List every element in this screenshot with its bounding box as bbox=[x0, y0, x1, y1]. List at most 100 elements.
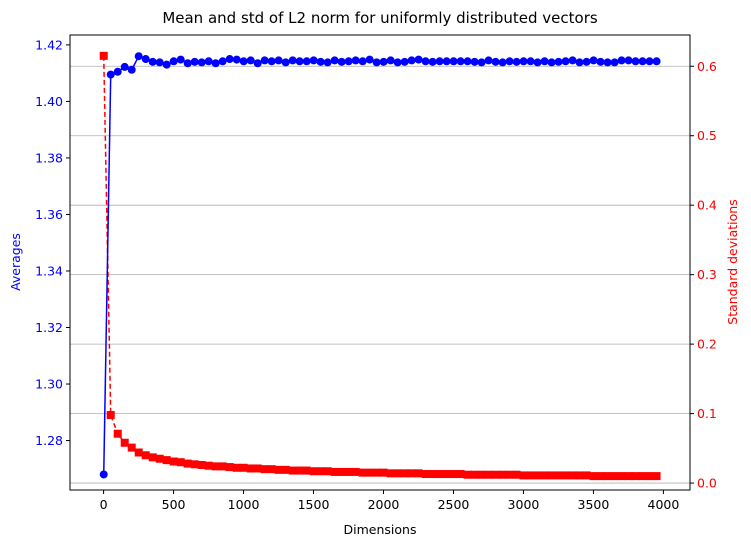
std-point bbox=[106, 410, 115, 419]
x-tick-label: 2000 bbox=[368, 497, 400, 512]
mean-point bbox=[617, 56, 626, 65]
mean-point bbox=[512, 57, 521, 66]
mean-point bbox=[379, 57, 388, 66]
mean-point bbox=[323, 58, 332, 67]
right-axis-ticks: 0.0 0.1 0.2 0.3 0.4 0.5 0.6 bbox=[690, 59, 717, 491]
std-point bbox=[253, 464, 262, 473]
std-point bbox=[477, 470, 486, 479]
mean-point bbox=[197, 58, 206, 67]
std-point bbox=[582, 471, 591, 480]
mean-point bbox=[372, 58, 381, 67]
mean-point bbox=[421, 57, 430, 66]
mean-point bbox=[428, 57, 437, 66]
mean-point bbox=[547, 58, 556, 67]
std-point bbox=[400, 469, 409, 478]
std-point bbox=[624, 472, 633, 481]
std-point bbox=[393, 469, 402, 478]
mean-point bbox=[484, 56, 493, 65]
mean-point bbox=[211, 59, 220, 68]
std-point bbox=[414, 469, 423, 478]
std-point bbox=[540, 471, 549, 480]
mean-point bbox=[624, 56, 633, 65]
mean-point bbox=[603, 58, 612, 67]
mean-point bbox=[330, 56, 339, 65]
mean-point bbox=[505, 57, 514, 66]
left-tick-label: 1.40 bbox=[35, 94, 63, 109]
mean-point bbox=[141, 55, 150, 64]
std-point bbox=[407, 469, 416, 478]
mean-point bbox=[337, 57, 346, 66]
std-point bbox=[568, 471, 577, 480]
mean-point bbox=[463, 57, 472, 66]
right-tick-label: 0.0 bbox=[697, 476, 717, 491]
right-tick-label: 0.4 bbox=[697, 198, 717, 213]
std-point bbox=[358, 468, 367, 477]
left-tick-label: 1.38 bbox=[35, 150, 63, 165]
mean-point bbox=[267, 57, 276, 66]
std-point bbox=[148, 453, 157, 462]
std-point bbox=[631, 472, 640, 481]
std-point bbox=[274, 465, 283, 474]
mean-point bbox=[568, 56, 577, 65]
left-tick-label: 1.30 bbox=[35, 377, 63, 392]
std-point bbox=[197, 460, 206, 469]
mean-point bbox=[449, 57, 458, 66]
std-point bbox=[379, 468, 388, 477]
std-point bbox=[491, 470, 500, 479]
mean-point bbox=[561, 57, 570, 66]
x-tick-label: 500 bbox=[162, 497, 186, 512]
std-point bbox=[512, 470, 521, 479]
std-point bbox=[652, 472, 661, 481]
std-point bbox=[316, 467, 325, 476]
mean-point bbox=[183, 59, 192, 68]
std-line bbox=[102, 55, 657, 477]
mean-point bbox=[596, 57, 605, 66]
mean-point bbox=[407, 56, 416, 65]
mean-point bbox=[274, 56, 283, 65]
std-point bbox=[547, 471, 556, 480]
std-point bbox=[610, 472, 619, 481]
std-point bbox=[470, 470, 479, 479]
mean-point bbox=[582, 57, 591, 66]
mean-point bbox=[575, 58, 584, 67]
mean-point bbox=[393, 58, 402, 67]
std-point bbox=[211, 462, 220, 471]
right-axis-label: Standard deviations bbox=[725, 199, 740, 324]
chart-title: Mean and std of L2 norm for uniformly di… bbox=[162, 9, 598, 27]
std-point bbox=[246, 464, 255, 473]
grid-lines bbox=[70, 65, 690, 484]
left-tick-label: 1.28 bbox=[35, 433, 63, 448]
std-point bbox=[113, 429, 122, 438]
mean-point bbox=[106, 70, 115, 79]
mean-point bbox=[414, 55, 423, 64]
mean-point bbox=[533, 58, 542, 67]
std-point bbox=[204, 461, 213, 470]
mean-point bbox=[260, 56, 269, 65]
std-point bbox=[456, 470, 465, 479]
mean-point bbox=[610, 58, 619, 67]
std-point bbox=[589, 472, 598, 481]
x-tick-label: 1500 bbox=[298, 497, 330, 512]
left-tick-label: 1.36 bbox=[35, 207, 63, 222]
left-tick-label: 1.42 bbox=[35, 37, 63, 52]
std-point bbox=[330, 467, 339, 476]
std-point bbox=[519, 471, 528, 480]
left-tick-label: 1.32 bbox=[35, 320, 63, 335]
std-point bbox=[533, 471, 542, 480]
mean-point bbox=[638, 57, 647, 66]
right-tick-label: 0.1 bbox=[697, 406, 717, 421]
mean-point bbox=[239, 57, 248, 66]
mean-point bbox=[540, 57, 549, 66]
mean-point bbox=[589, 56, 598, 65]
mean-point bbox=[365, 55, 374, 64]
mean-point bbox=[302, 57, 311, 66]
mean-point bbox=[120, 62, 129, 71]
mean-point bbox=[190, 57, 199, 66]
mean-point bbox=[456, 57, 465, 66]
mean-point bbox=[358, 57, 367, 66]
std-point bbox=[162, 456, 171, 465]
std-point bbox=[421, 470, 430, 479]
mean-line bbox=[102, 55, 657, 475]
plot-frame bbox=[69, 34, 691, 491]
